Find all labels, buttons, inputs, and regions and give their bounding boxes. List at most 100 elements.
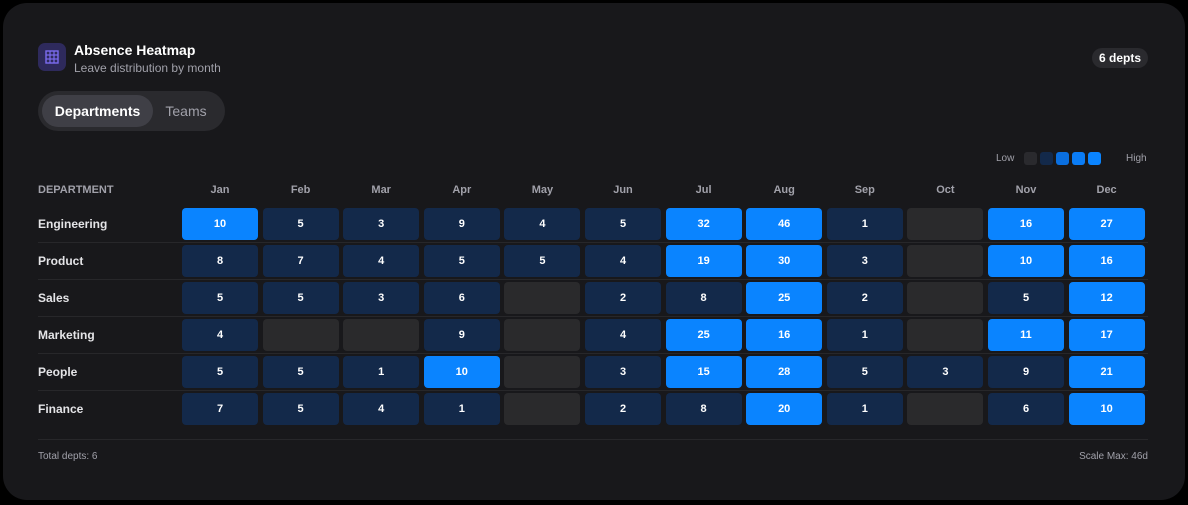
heat-cell: 19: [665, 245, 742, 277]
grid-icon: [45, 50, 59, 64]
heat-cell: 1: [343, 356, 420, 388]
tab-bar: Departments Teams: [38, 91, 225, 131]
heat-cell: 10: [988, 245, 1064, 277]
count-badge: 6 depts: [1091, 48, 1148, 68]
heat-cell: [262, 319, 339, 351]
heat-cell: 5: [423, 245, 500, 277]
legend-swatch: [1024, 152, 1037, 165]
heat-cell: 8: [182, 245, 258, 277]
heat-cell: 6: [988, 393, 1064, 425]
heat-cell: 25: [665, 319, 742, 351]
heat-cell: 5: [182, 282, 258, 314]
heat-cell: 9: [988, 356, 1064, 388]
heat-cell: [907, 245, 984, 277]
heat-cell: 16: [746, 319, 823, 351]
heat-cell: 2: [826, 282, 903, 314]
footer-separator: [38, 439, 1148, 440]
heat-cell: 5: [826, 356, 903, 388]
legend-swatch: [1056, 152, 1069, 165]
heat-cell: 10: [1068, 393, 1145, 425]
heat-cell: 1: [423, 393, 500, 425]
row-separator: [38, 279, 1148, 280]
heat-cell: 16: [1068, 245, 1145, 277]
heat-cell: 5: [182, 356, 258, 388]
heat-cell: 15: [665, 356, 742, 388]
row-label: Engineering: [38, 217, 108, 231]
column-header: Aug: [773, 184, 795, 196]
heat-cell: 7: [262, 245, 339, 277]
row-label: Sales: [38, 291, 70, 305]
heat-cell: 9: [423, 319, 500, 351]
heat-cell: 28: [746, 356, 823, 388]
heat-cell: 1: [826, 208, 903, 240]
heat-cell: 7: [182, 393, 258, 425]
heat-cell: 16: [988, 208, 1064, 240]
heat-cell: 4: [585, 319, 661, 351]
heat-cell: 3: [343, 208, 420, 240]
legend-low: Low: [996, 153, 1015, 164]
heat-cell: 17: [1068, 319, 1145, 351]
subtitle: Leave distribution by month: [74, 61, 221, 75]
heat-cell: 10: [182, 208, 258, 240]
legend-high: High: [1126, 153, 1147, 164]
heat-cell: 3: [343, 282, 420, 314]
heat-cell: 25: [746, 282, 823, 314]
heat-cell: 2: [585, 393, 661, 425]
row-label: Marketing: [38, 328, 95, 342]
row-label: People: [38, 365, 78, 379]
heat-cell: 3: [826, 245, 903, 277]
column-header: Jul: [695, 184, 712, 196]
heat-cell: 4: [504, 208, 581, 240]
heat-cell: 46: [746, 208, 823, 240]
title: Absence Heatmap: [74, 42, 196, 58]
heat-cell: 11: [988, 319, 1064, 351]
heat-cell: 32: [665, 208, 742, 240]
heat-cell: 12: [1068, 282, 1145, 314]
row-separator: [38, 390, 1148, 391]
tab[interactable]: Teams: [165, 103, 207, 119]
heat-cell: [907, 282, 984, 314]
heat-cell: [504, 393, 581, 425]
heat-cell: [504, 356, 581, 388]
heat-cell: [907, 393, 984, 425]
column-header: Nov: [1015, 184, 1037, 196]
heat-cell: 10: [423, 356, 500, 388]
row-separator: [38, 242, 1148, 243]
heat-cell: 9: [423, 208, 500, 240]
column-header: Oct: [936, 184, 955, 196]
column-header: Feb: [290, 184, 311, 196]
heat-cell: [907, 208, 984, 240]
heat-cell: 5: [262, 393, 339, 425]
heatmap-card: Absence Heatmap Leave distribution by mo…: [3, 3, 1185, 500]
heat-cell: 4: [585, 245, 661, 277]
footer-left: Total depts: 6: [38, 451, 98, 462]
column-header: Jun: [613, 184, 633, 196]
row-separator: [38, 316, 1148, 317]
heat-cell: [907, 319, 984, 351]
heat-cell: 21: [1068, 356, 1145, 388]
heat-cell: [343, 319, 420, 351]
heat-cell: 5: [988, 282, 1064, 314]
heat-cell: 5: [504, 245, 581, 277]
legend-swatch: [1040, 152, 1053, 165]
heat-cell: 8: [665, 282, 742, 314]
heat-cell: 5: [262, 282, 339, 314]
heat-cell: 3: [585, 356, 661, 388]
heat-cell: 6: [423, 282, 500, 314]
heat-cell: 3: [907, 356, 984, 388]
heat-cell: 20: [746, 393, 823, 425]
column-header: Sep: [854, 184, 875, 196]
heat-cell: 4: [182, 319, 258, 351]
heat-cell: 5: [585, 208, 661, 240]
column-header: Mar: [371, 184, 391, 196]
heat-cell: 1: [826, 393, 903, 425]
heat-cell: 5: [262, 208, 339, 240]
column-header: Apr: [452, 184, 472, 196]
heat-cell: 30: [746, 245, 823, 277]
column-header: Dec: [1096, 184, 1117, 196]
row-label: Finance: [38, 402, 84, 416]
tab[interactable]: Departments: [42, 95, 153, 127]
legend-swatch: [1072, 152, 1085, 165]
heat-cell: [504, 319, 581, 351]
footer-right: Scale Max: 46d: [1079, 451, 1148, 462]
